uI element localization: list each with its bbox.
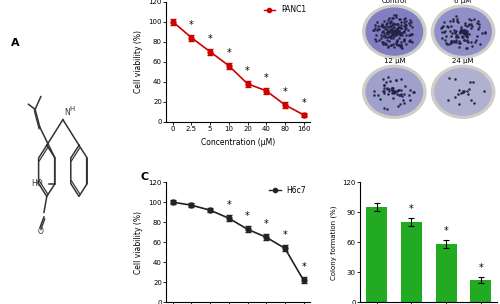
Text: A: A (10, 38, 19, 48)
Text: *: * (282, 87, 288, 97)
Ellipse shape (366, 8, 422, 55)
Ellipse shape (366, 68, 422, 115)
Text: H: H (69, 106, 74, 112)
Text: HO: HO (32, 179, 44, 188)
Ellipse shape (435, 68, 492, 115)
Text: D: D (349, 0, 358, 2)
Text: Control: Control (382, 0, 407, 4)
Text: 6 μM: 6 μM (454, 0, 471, 4)
Y-axis label: Cell viability (%): Cell viability (%) (134, 211, 143, 274)
Ellipse shape (432, 65, 494, 118)
X-axis label: Concentration (μM): Concentration (μM) (201, 138, 276, 147)
Text: *: * (282, 230, 288, 240)
Ellipse shape (362, 65, 426, 118)
Text: *: * (226, 200, 231, 210)
Text: C: C (140, 172, 148, 182)
Bar (366, 207, 387, 302)
Y-axis label: Cell viability (%): Cell viability (%) (134, 30, 143, 93)
Text: *: * (302, 98, 306, 108)
Text: 12 μM: 12 μM (384, 58, 405, 64)
Text: N: N (64, 108, 70, 117)
Text: O: O (37, 227, 43, 237)
Text: *: * (302, 262, 306, 272)
Text: 24 μM: 24 μM (452, 58, 474, 64)
Legend: PANC1: PANC1 (264, 5, 306, 14)
Text: *: * (245, 66, 250, 76)
Text: *: * (264, 219, 268, 229)
Text: *: * (208, 34, 212, 44)
Ellipse shape (362, 5, 426, 58)
Text: *: * (226, 48, 231, 58)
Ellipse shape (432, 5, 494, 58)
Text: *: * (444, 226, 448, 236)
Text: *: * (409, 204, 414, 214)
Bar (436, 244, 456, 302)
Bar (470, 280, 491, 302)
Text: *: * (189, 20, 194, 29)
Ellipse shape (435, 8, 492, 55)
Text: *: * (478, 263, 483, 273)
Y-axis label: Colony formation (%): Colony formation (%) (330, 205, 337, 280)
Legend: H6c7: H6c7 (269, 186, 306, 195)
Text: *: * (245, 211, 250, 221)
Text: *: * (264, 73, 268, 83)
Text: B: B (140, 0, 148, 2)
Bar (401, 222, 422, 302)
